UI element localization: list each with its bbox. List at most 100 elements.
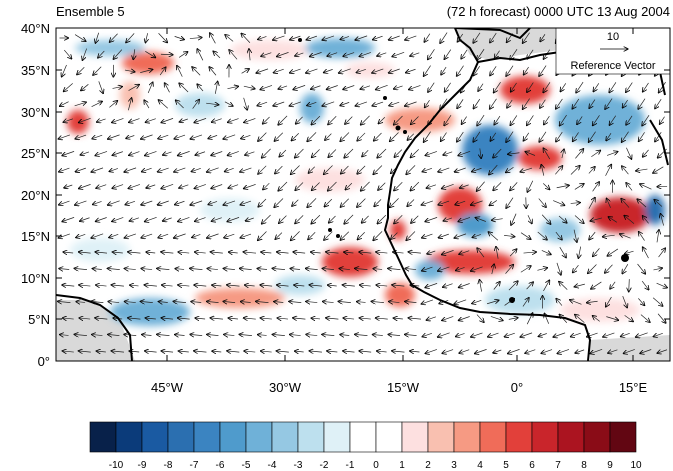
wind-vector bbox=[408, 318, 421, 319]
wind-vector bbox=[140, 134, 153, 139]
wind-vector bbox=[339, 268, 350, 269]
wind-vector bbox=[274, 302, 284, 303]
wind-vector bbox=[323, 69, 333, 72]
wind-vector bbox=[496, 246, 498, 259]
colorbar-label: 1 bbox=[399, 460, 405, 471]
wind-vector bbox=[642, 114, 650, 126]
wind-vector bbox=[245, 218, 254, 221]
wind-vector bbox=[393, 318, 403, 319]
land-shade-gulfofguinea bbox=[590, 335, 670, 361]
wind-vector bbox=[322, 35, 335, 40]
wind-vector bbox=[211, 184, 223, 189]
shade-positive bbox=[67, 110, 89, 134]
wind-vector bbox=[228, 184, 239, 189]
wind-vector bbox=[189, 37, 202, 38]
wind-vector bbox=[624, 215, 635, 224]
wind-vector bbox=[653, 166, 664, 173]
wind-vector bbox=[261, 148, 271, 158]
wind-vector bbox=[606, 133, 612, 141]
wind-vector bbox=[240, 167, 252, 172]
wind-vector bbox=[504, 235, 515, 236]
wind-vector bbox=[404, 101, 417, 106]
wind-vector bbox=[605, 264, 613, 273]
wind-vector bbox=[307, 102, 317, 105]
wind-vector bbox=[454, 299, 467, 304]
wind-vector bbox=[241, 135, 251, 138]
wind-vector bbox=[359, 318, 371, 319]
wind-vector bbox=[158, 134, 169, 139]
wind-vector bbox=[128, 184, 141, 188]
wind-vector bbox=[295, 215, 304, 223]
wind-vector bbox=[410, 149, 419, 157]
wind-vector bbox=[543, 280, 549, 292]
wind-vector bbox=[526, 282, 534, 290]
wind-vector bbox=[588, 131, 596, 143]
wind-vector bbox=[459, 349, 470, 354]
wind-vector bbox=[92, 134, 103, 139]
wind-vector bbox=[457, 131, 464, 142]
wind-vector bbox=[608, 350, 618, 353]
colorbar-label: -3 bbox=[294, 460, 303, 471]
wind-vector bbox=[91, 233, 104, 238]
wind-vector bbox=[394, 215, 403, 224]
azores bbox=[298, 38, 302, 42]
wind-vector bbox=[490, 132, 497, 141]
wind-vector bbox=[147, 82, 153, 94]
wind-vector bbox=[556, 298, 563, 306]
wind-vector bbox=[126, 33, 135, 42]
wind-vector bbox=[359, 52, 371, 56]
wind-vector bbox=[58, 233, 70, 238]
wind-vector bbox=[441, 132, 447, 142]
wind-vector bbox=[588, 264, 597, 274]
wind-vector bbox=[593, 83, 600, 91]
colorbar-label: -8 bbox=[164, 460, 173, 471]
wind-vector bbox=[506, 167, 514, 172]
wind-vector bbox=[475, 217, 486, 222]
wind-vector bbox=[290, 231, 300, 240]
wind-vector bbox=[194, 351, 207, 352]
wind-vector bbox=[290, 35, 301, 40]
wind-vector bbox=[111, 285, 124, 286]
wind-vector bbox=[372, 101, 384, 106]
wind-vector bbox=[444, 82, 451, 92]
wind-vector bbox=[455, 267, 465, 270]
wind-vector bbox=[444, 115, 452, 126]
wind-vector bbox=[140, 301, 153, 302]
lat-tick-label: 0° bbox=[38, 354, 50, 369]
wind-vector bbox=[207, 334, 219, 335]
wind-vector bbox=[488, 232, 499, 241]
lat-tick-label: 35°N bbox=[21, 63, 50, 78]
wind-vector bbox=[411, 116, 419, 125]
wind-vector bbox=[141, 200, 153, 205]
wind-vector bbox=[638, 98, 646, 110]
wind-vector bbox=[605, 164, 612, 176]
shade-negative bbox=[200, 198, 260, 222]
wind-vector bbox=[388, 268, 401, 269]
wind-vector bbox=[405, 268, 417, 269]
wind-vector bbox=[574, 215, 584, 224]
shade-negative bbox=[305, 38, 375, 58]
wind-vector bbox=[394, 181, 403, 191]
wind-vector bbox=[538, 198, 546, 208]
wind-vector bbox=[177, 65, 183, 77]
wind-vector bbox=[109, 168, 119, 171]
wind-vector bbox=[307, 198, 317, 207]
wind-vector bbox=[258, 165, 267, 174]
wind-vector bbox=[340, 335, 350, 336]
wind-vector bbox=[95, 318, 108, 319]
wind-vector bbox=[626, 82, 633, 93]
wind-vector bbox=[438, 233, 449, 238]
reference-vector-label: Reference Vector bbox=[571, 60, 656, 72]
wind-vector bbox=[157, 334, 170, 335]
wind-vector bbox=[438, 200, 450, 205]
wind-vector bbox=[393, 115, 403, 125]
colorbar-swatch bbox=[375, 421, 403, 453]
wind-vector bbox=[244, 351, 256, 352]
wind-vector bbox=[145, 51, 155, 57]
shade-negative bbox=[462, 125, 518, 175]
canary-islands bbox=[395, 125, 401, 131]
wind-vector bbox=[95, 217, 107, 222]
wind-vector bbox=[79, 285, 91, 286]
wind-vector bbox=[492, 264, 494, 275]
wind-vector bbox=[576, 81, 584, 93]
